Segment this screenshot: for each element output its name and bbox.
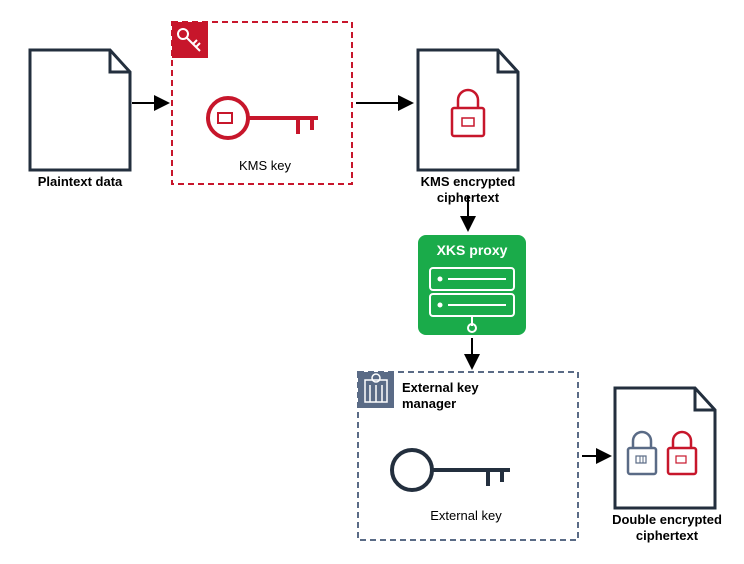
double-cipher-doc: [615, 388, 715, 508]
kms-key-icon: [208, 98, 318, 138]
ext-l2: manager: [402, 396, 456, 411]
kms-cipher-l2: ciphertext: [437, 190, 499, 205]
dc-l2: ciphertext: [636, 528, 698, 543]
plaintext-label: Plaintext data: [20, 174, 140, 189]
dc-l1: Double encrypted: [612, 512, 722, 527]
diagram-canvas: Plaintext data AWS KMS KMS key KMS encry…: [0, 0, 744, 564]
aws-kms-header-label: AWS KMS: [214, 30, 276, 45]
ext-l1: External key: [402, 380, 479, 395]
diagram-svg: [0, 0, 744, 564]
kms-cipher-l1: KMS encrypted: [421, 174, 516, 189]
kms-key-label: KMS key: [210, 158, 320, 173]
xks-proxy-label: XKS proxy: [418, 242, 526, 258]
kms-cipher-label: KMS encrypted ciphertext: [408, 174, 528, 205]
external-key-label: External key: [396, 508, 536, 523]
kms-cipher-doc: [418, 50, 518, 170]
external-key-icon: [392, 450, 510, 490]
double-cipher-label: Double encrypted ciphertext: [600, 512, 734, 543]
ext-key-mgr-label: External key manager: [398, 380, 578, 411]
plaintext-doc: [30, 50, 130, 170]
